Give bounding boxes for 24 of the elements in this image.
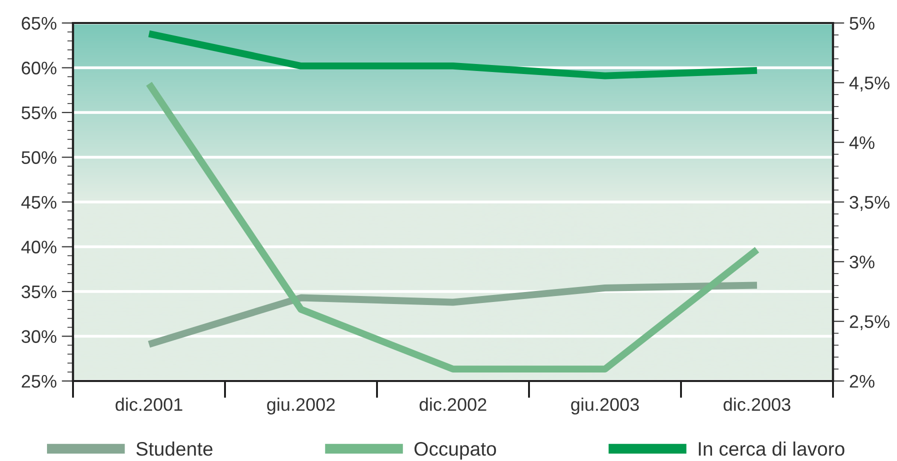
y-tick-label: 55%: [22, 106, 56, 120]
x-tick-label: giu.2002: [267, 398, 335, 414]
y-tick-label: 40%: [21, 240, 56, 254]
y2-tick-label: 3,5%: [850, 196, 890, 211]
x-tick-label: dic.2003: [724, 398, 790, 411]
legend-label: In cerca di lavoro: [698, 442, 844, 456]
y2-tick-label: 2,5%: [850, 315, 890, 330]
x-tick-label: dic.2002: [420, 398, 486, 411]
y-tick-label: 30%: [22, 330, 56, 343]
y-tick-label: 45%: [21, 196, 56, 209]
y2-tick-label: 2%: [850, 374, 874, 388]
y2-tick-label: 4,5%: [849, 76, 890, 92]
y-tick-label: 65%: [22, 16, 56, 30]
y2-tick-label: 4%: [849, 136, 874, 149]
y2-tick-label: 3%: [850, 256, 874, 268]
y-tick-label: 60%: [22, 62, 56, 74]
x-tick-label: dic.2001: [116, 398, 182, 411]
y-tick-label: 25%: [22, 374, 56, 388]
x-tick-label: giu.2003: [571, 398, 639, 414]
y2-tick-label: 5%: [850, 17, 874, 30]
legend-label: Occupato: [414, 442, 496, 460]
y-tick-label: 35%: [22, 285, 56, 298]
legend-label: Studente: [136, 442, 212, 456]
y-tick-label: 50%: [22, 151, 56, 164]
